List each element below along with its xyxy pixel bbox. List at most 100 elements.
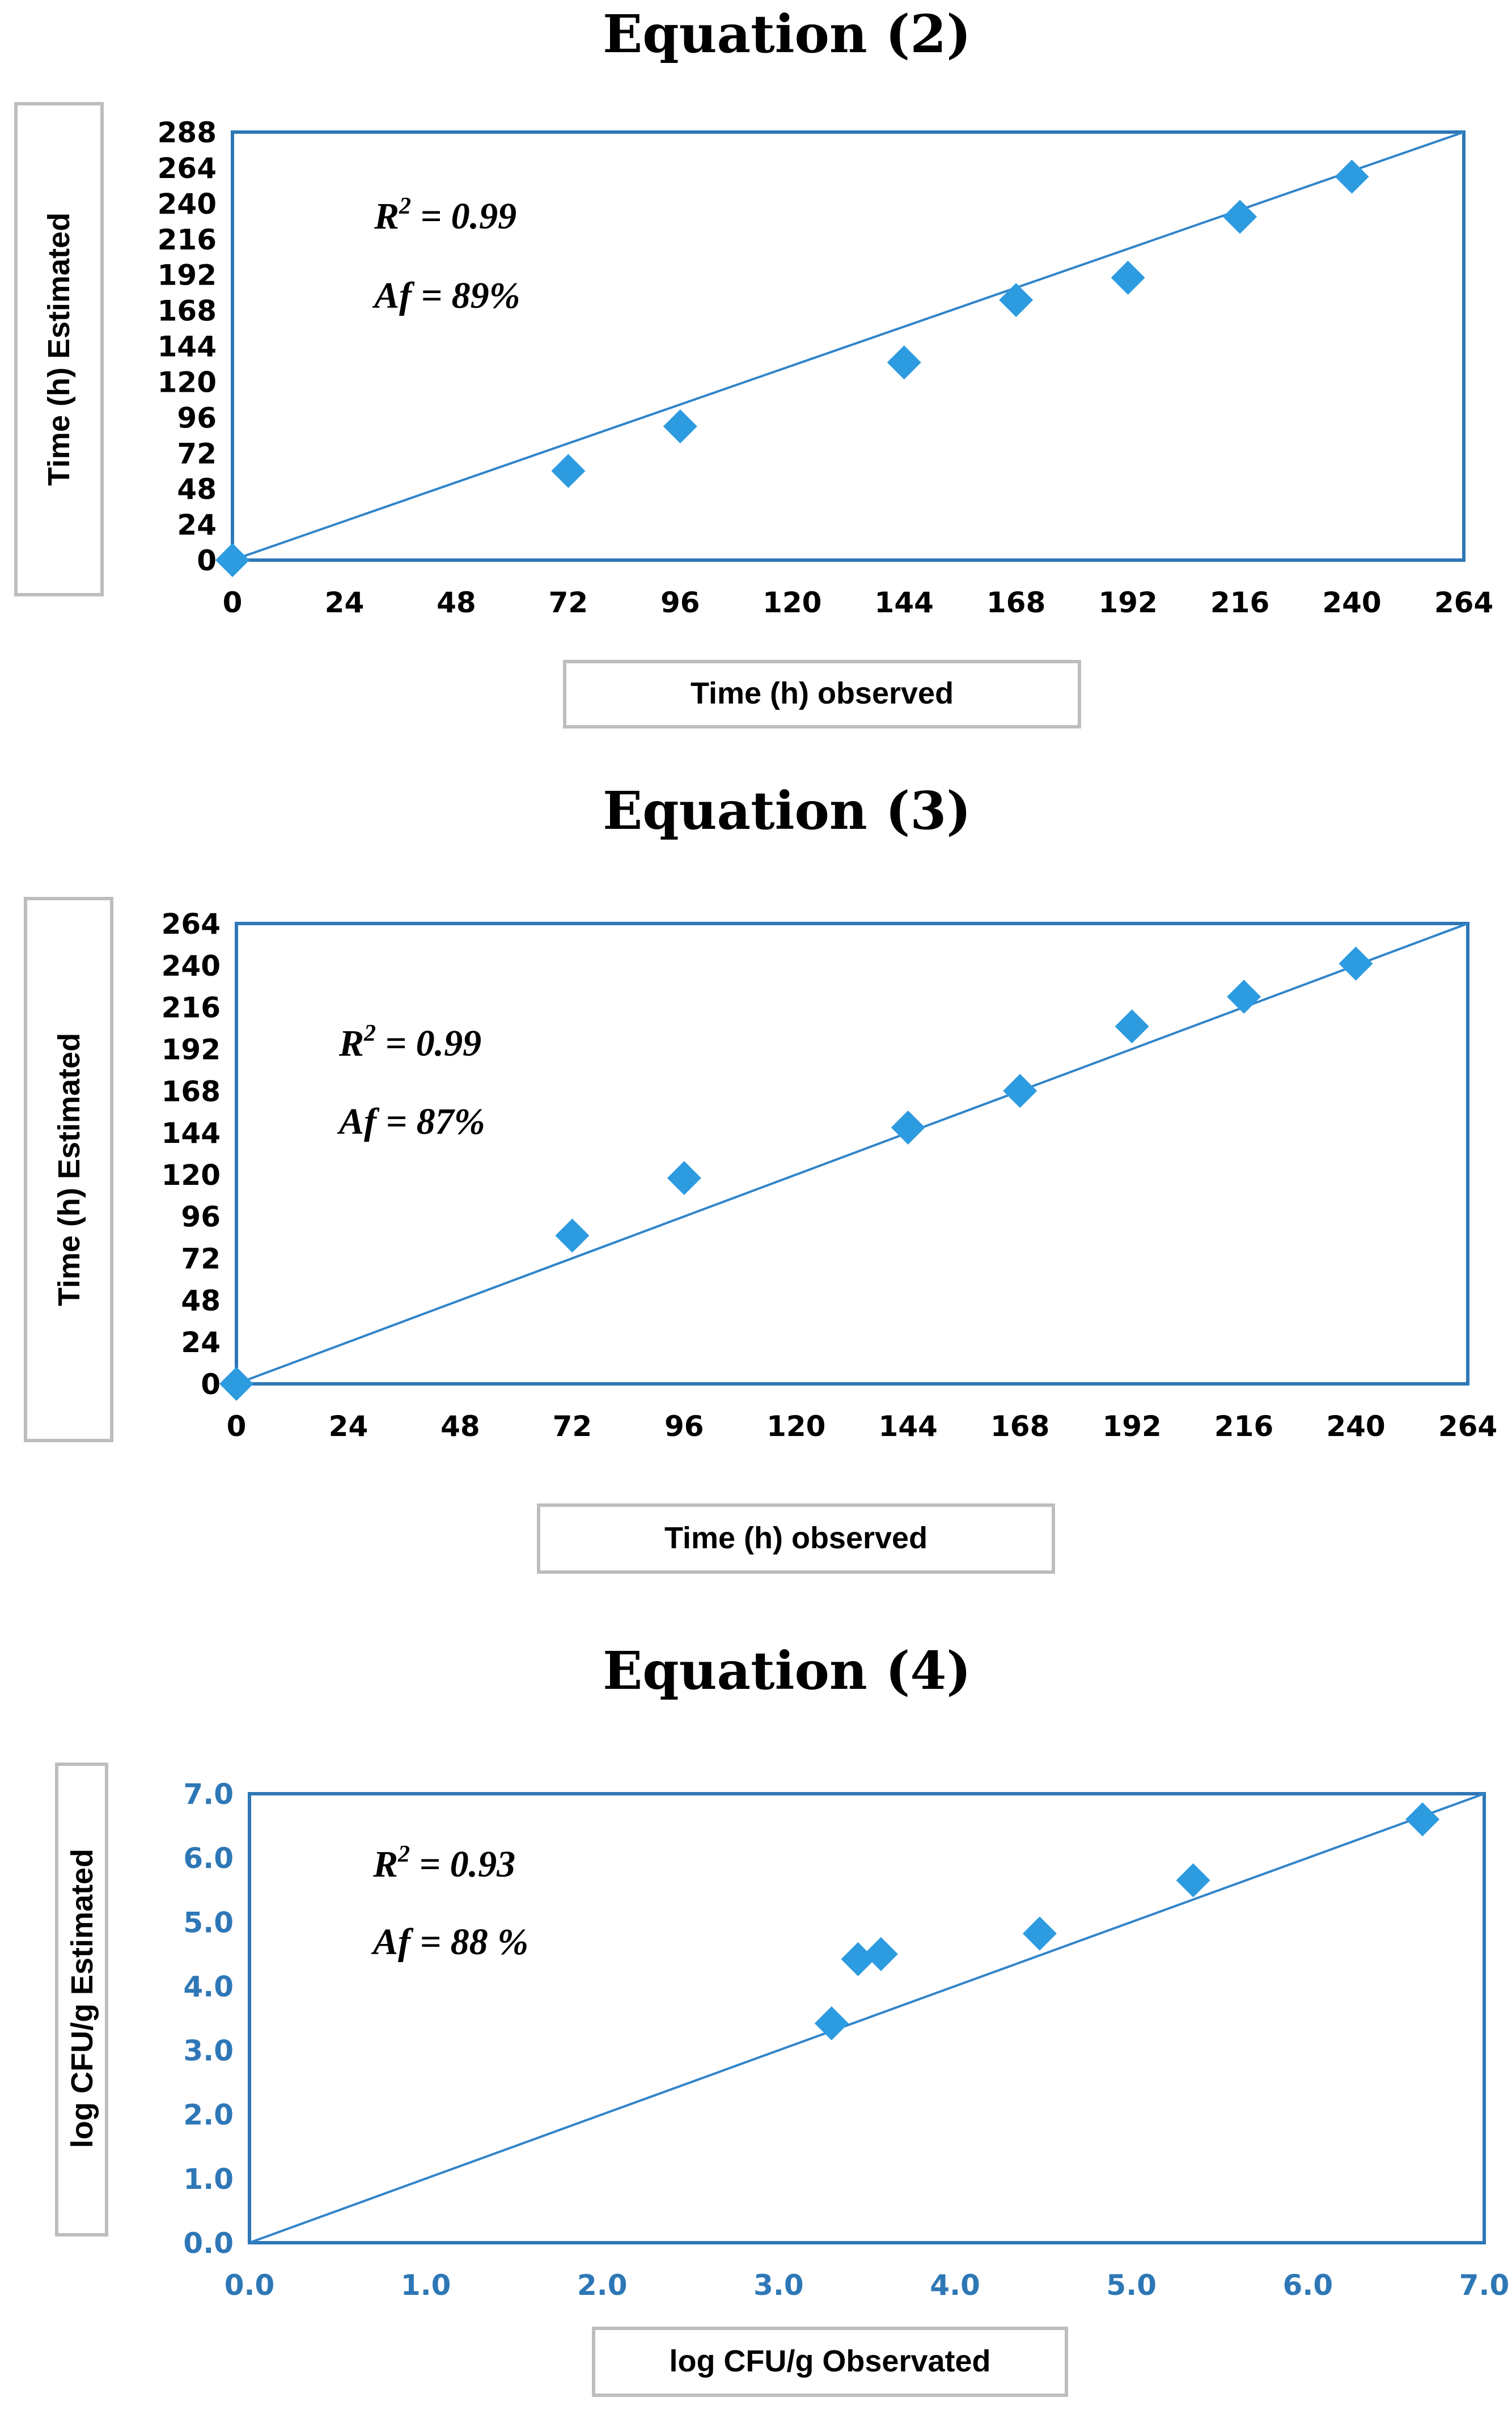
x-tick-label: 48 (437, 586, 476, 619)
x-axis-label: Time (h) observed (691, 676, 954, 710)
data-point-marker (841, 1942, 875, 1976)
y-tick-label: 24 (181, 1326, 221, 1359)
chart-title: Equation (4) (603, 1640, 971, 1701)
y-tick-label: 192 (158, 259, 217, 292)
chart-equation-2: Equation (2) Time (h) Estimated Time (h)… (14, 3, 1493, 728)
y-axis-label: Time (h) Estimated (52, 1033, 86, 1306)
x-tick-label: 72 (553, 1410, 592, 1443)
data-point-marker (1022, 1916, 1057, 1951)
ylabel-box (55, 1763, 108, 2236)
y-tick-label: 5.0 (183, 1906, 234, 1939)
data-point-marker (555, 1218, 590, 1253)
x-tick-label: 24 (329, 1410, 369, 1443)
x-tick-label: 168 (986, 586, 1045, 619)
x-tick-label: 168 (990, 1410, 1049, 1443)
fit-line (232, 131, 1464, 561)
x-tick-label: 216 (1210, 586, 1269, 619)
fit-line (249, 1793, 1485, 2244)
accuracy-factor-value: 88 % (451, 1921, 528, 1963)
accuracy-factor-value: 89% (452, 275, 520, 316)
x-tick-label: 120 (766, 1410, 825, 1443)
data-point-marker (1176, 1863, 1210, 1897)
r-squared-superscript: 2 (363, 1020, 376, 1047)
chart-title: Equation (2) (603, 3, 971, 65)
y-axis-label: log CFU/g Estimated (65, 1849, 99, 2148)
x-tick-label: 4.0 (930, 2269, 980, 2302)
data-point-marker (1003, 1074, 1037, 1108)
x-tick-label: 7.0 (1459, 2269, 1510, 2302)
x-tick-label: 96 (660, 586, 700, 619)
y-tick-label: 96 (181, 1201, 221, 1234)
x-tick-label: 48 (441, 1410, 480, 1443)
x-tick-label: 264 (1434, 586, 1493, 619)
data-point-marker (999, 283, 1034, 317)
chart-equation-4: Equation (4) log CFU/g Estimated log CFU… (55, 1640, 1510, 2397)
data-point-marker (219, 1367, 253, 1401)
r-squared-annotation: R2 = 0.99 (338, 1020, 481, 1064)
r-squared-annotation: R2 = 0.93 (372, 1841, 515, 1885)
x-tick-label: 6.0 (1283, 2269, 1333, 2302)
y-tick-label: 120 (162, 1159, 221, 1192)
data-point-marker (215, 543, 249, 577)
y-tick-label: 0 (197, 544, 217, 577)
y-tick-label: 24 (177, 509, 217, 541)
accuracy-factor-annotation: Af = 87% (337, 1101, 485, 1142)
y-tick-label: 3.0 (183, 2035, 234, 2068)
data-point-marker (863, 1937, 898, 1971)
x-tick-label: 144 (879, 1410, 938, 1443)
data-point-marker (1405, 1802, 1440, 1837)
xlabel-box (592, 2327, 1068, 2397)
plot-area (235, 922, 1469, 1386)
r-squared-value: 0.93 (450, 1844, 516, 1885)
y-tick-label: 216 (162, 992, 221, 1024)
x-tick-label: 24 (325, 586, 365, 619)
y-tick-label: 240 (162, 950, 221, 982)
accuracy-factor-annotation: Af = 88 % (371, 1921, 528, 1963)
y-tick-label: 264 (162, 908, 221, 941)
x-tick-label: 264 (1438, 1410, 1497, 1443)
y-tick-label: 144 (162, 1117, 221, 1150)
x-tick-label: 120 (763, 586, 821, 619)
y-tick-label: 144 (158, 331, 217, 363)
x-tick-label: 0 (223, 586, 243, 619)
y-tick-label: 72 (177, 437, 217, 470)
x-tick-label: 0.0 (225, 2269, 275, 2302)
r-squared-annotation: R2 = 0.99 (374, 193, 516, 237)
r-squared-eq: = (411, 196, 451, 237)
x-tick-label: 1.0 (401, 2269, 451, 2302)
xlabel-box (537, 1503, 1055, 1574)
plot-area (231, 130, 1466, 562)
data-point-marker (551, 454, 586, 488)
y-tick-label: 288 (158, 116, 217, 149)
y-tick-label: 6.0 (183, 1842, 234, 1875)
y-tick-label: 240 (158, 188, 217, 221)
accuracy-factor-annotation: Af = 89% (372, 275, 520, 316)
y-tick-label: 48 (177, 473, 217, 506)
x-axis-label: Time (h) observed (664, 1521, 927, 1555)
r-squared-eq: = (376, 1023, 416, 1064)
chart-equation-3: Equation (3) Time (h) Estimated Time (h)… (24, 780, 1497, 1574)
y-tick-label: 216 (158, 223, 217, 256)
y-tick-label: 0 (201, 1368, 221, 1401)
y-tick-label: 168 (162, 1075, 221, 1108)
y-tick-label: 120 (158, 366, 217, 399)
x-tick-label: 3.0 (753, 2269, 804, 2302)
chart-title: Equation (3) (603, 780, 971, 841)
data-point-marker (1223, 200, 1257, 234)
y-tick-label: 72 (181, 1243, 221, 1276)
y-tick-label: 264 (158, 152, 217, 185)
x-tick-label: 144 (875, 586, 934, 619)
r-squared-superscript: 2 (397, 1841, 410, 1867)
x-tick-label: 240 (1326, 1410, 1385, 1443)
x-tick-label: 2.0 (577, 2269, 628, 2302)
data-point-marker (667, 1161, 701, 1196)
data-point-marker (1115, 1009, 1149, 1044)
plot-area (248, 1792, 1486, 2244)
y-tick-label: 0.0 (183, 2227, 234, 2260)
data-point-marker (1335, 159, 1369, 194)
data-point-marker (814, 2006, 849, 2041)
x-tick-label: 240 (1322, 586, 1381, 619)
data-point-marker (1339, 946, 1373, 981)
x-axis-label: log CFU/g Observated (669, 2344, 990, 2378)
